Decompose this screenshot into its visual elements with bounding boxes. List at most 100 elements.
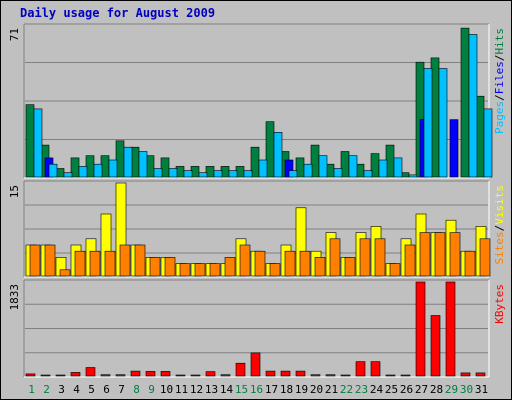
legend-separator: / xyxy=(493,94,506,101)
bar-sites-day-30 xyxy=(464,250,476,277)
bar-sites-day-18 xyxy=(284,250,296,277)
bar-pages-day-24 xyxy=(378,159,388,178)
x-label-day-31: 31 xyxy=(475,383,488,396)
visits-panel: 15 Sites/Visits xyxy=(8,180,506,278)
x-label-day-3: 3 xyxy=(58,383,65,396)
x-label-day-6: 6 xyxy=(103,383,110,396)
legend-separator: / xyxy=(493,55,506,62)
bar-hits-day-30 xyxy=(460,27,470,178)
x-label-day-27: 27 xyxy=(415,383,428,396)
x-label-day-25: 25 xyxy=(385,383,398,396)
x-label-day-12: 12 xyxy=(190,383,203,396)
bar-kbytes-day-21 xyxy=(325,374,336,377)
bar-sites-day-21 xyxy=(329,238,341,277)
y-max-label: 71 xyxy=(8,28,21,41)
bar-pages-day-26 xyxy=(408,174,418,178)
bar-sites-day-14 xyxy=(224,257,236,277)
bar-kbytes-day-31 xyxy=(475,372,486,377)
bar-kbytes-day-2 xyxy=(40,374,51,377)
bar-sites-day-27 xyxy=(419,232,431,277)
bar-kbytes-day-5 xyxy=(85,367,96,377)
y-max-label: 1833 xyxy=(8,284,21,311)
x-label-day-29: 29 xyxy=(445,383,458,396)
bar-kbytes-day-28 xyxy=(430,315,441,377)
bar-sites-day-13 xyxy=(209,263,221,277)
bar-pages-day-8 xyxy=(138,151,148,178)
legend-visits: Visits xyxy=(493,185,506,225)
x-label-day-22: 22 xyxy=(340,383,353,396)
bar-pages-day-15 xyxy=(243,170,253,178)
bar-kbytes-day-10 xyxy=(160,371,171,377)
bar-kbytes-day-8 xyxy=(130,370,141,377)
bar-kbytes-day-11 xyxy=(175,374,186,377)
bar-pages-day-18 xyxy=(288,170,298,178)
bar-pages-day-27 xyxy=(423,68,433,178)
bar-pages-day-7 xyxy=(123,146,133,178)
bar-sites-day-23 xyxy=(359,238,371,277)
bar-sites-day-9 xyxy=(149,257,161,277)
bar-sites-day-16 xyxy=(254,250,266,277)
bar-kbytes-day-20 xyxy=(310,374,321,377)
bar-pages-day-4 xyxy=(78,166,88,178)
bar-sites-day-1 xyxy=(29,244,41,277)
x-label-day-4: 4 xyxy=(73,383,80,396)
bar-kbytes-day-23 xyxy=(355,361,366,377)
bar-pages-day-11 xyxy=(183,170,193,178)
x-axis-labels: 1 2 3 4 5 6 7 8 9 10 11 12 13 14 15 16 17 18 19 20 21 22 23 24 2… xyxy=(28,383,488,396)
bar-sites-day-26 xyxy=(404,244,416,277)
bar-sites-day-19 xyxy=(299,250,311,277)
bar-kbytes-day-29 xyxy=(445,281,456,377)
kbytes-panel: 1833 KBytes xyxy=(8,279,506,378)
bar-kbytes-day-13 xyxy=(205,371,216,377)
bar-kbytes-day-16 xyxy=(250,352,261,377)
bar-pages-day-10 xyxy=(168,168,178,178)
x-label-day-9: 9 xyxy=(148,383,155,396)
bar-sites-day-4 xyxy=(74,250,86,277)
bar-sites-day-20 xyxy=(314,257,326,277)
legend: Sites/Visits xyxy=(493,185,506,265)
bar-kbytes-day-14 xyxy=(220,374,231,377)
legend: Pages/Files/Hits xyxy=(493,28,506,134)
bar-pages-day-14 xyxy=(228,170,238,178)
x-label-day-16: 16 xyxy=(250,383,263,396)
bar-sites-day-10 xyxy=(164,257,176,277)
x-label-day-8: 8 xyxy=(133,383,140,396)
bar-hits-day-1 xyxy=(25,104,35,178)
bar-sites-day-22 xyxy=(344,257,356,277)
x-label-day-2: 2 xyxy=(43,383,50,396)
bar-sites-day-15 xyxy=(239,244,251,277)
bar-pages-day-31 xyxy=(483,108,493,178)
bar-hits-day-10 xyxy=(160,157,170,178)
bar-pages-day-9 xyxy=(153,168,163,178)
bar-pages-day-23 xyxy=(363,170,373,178)
x-label-day-10: 10 xyxy=(160,383,173,396)
bar-kbytes-day-9 xyxy=(145,371,156,377)
legend-separator: / xyxy=(493,225,506,232)
bar-sites-day-29 xyxy=(449,232,461,277)
bar-kbytes-day-4 xyxy=(70,372,81,377)
bar-sites-day-28 xyxy=(434,232,446,277)
bar-kbytes-day-12 xyxy=(190,374,201,377)
bar-pages-day-5 xyxy=(93,163,103,178)
x-label-day-19: 19 xyxy=(295,383,308,396)
bar-kbytes-day-18 xyxy=(280,370,291,377)
bar-kbytes-day-30 xyxy=(460,372,471,377)
x-label-day-26: 26 xyxy=(400,383,413,396)
chart-title: Daily usage for August 2009 xyxy=(20,6,215,20)
bar-pages-day-30 xyxy=(468,34,478,178)
bar-pages-day-28 xyxy=(438,68,448,178)
x-label-day-13: 13 xyxy=(205,383,218,396)
bar-pages-day-13 xyxy=(213,170,223,178)
legend-files: Files xyxy=(493,61,506,94)
bar-sites-day-3 xyxy=(59,269,71,277)
bar-kbytes-day-19 xyxy=(295,370,306,377)
bar-kbytes-day-6 xyxy=(100,374,111,377)
bar-sites-day-24 xyxy=(374,238,386,277)
legend-pages: Pages xyxy=(493,101,506,134)
x-label-day-23: 23 xyxy=(355,383,368,396)
bar-files-day-29 xyxy=(449,119,459,178)
bar-pages-day-25 xyxy=(393,157,403,178)
bar-pages-day-12 xyxy=(198,172,208,178)
